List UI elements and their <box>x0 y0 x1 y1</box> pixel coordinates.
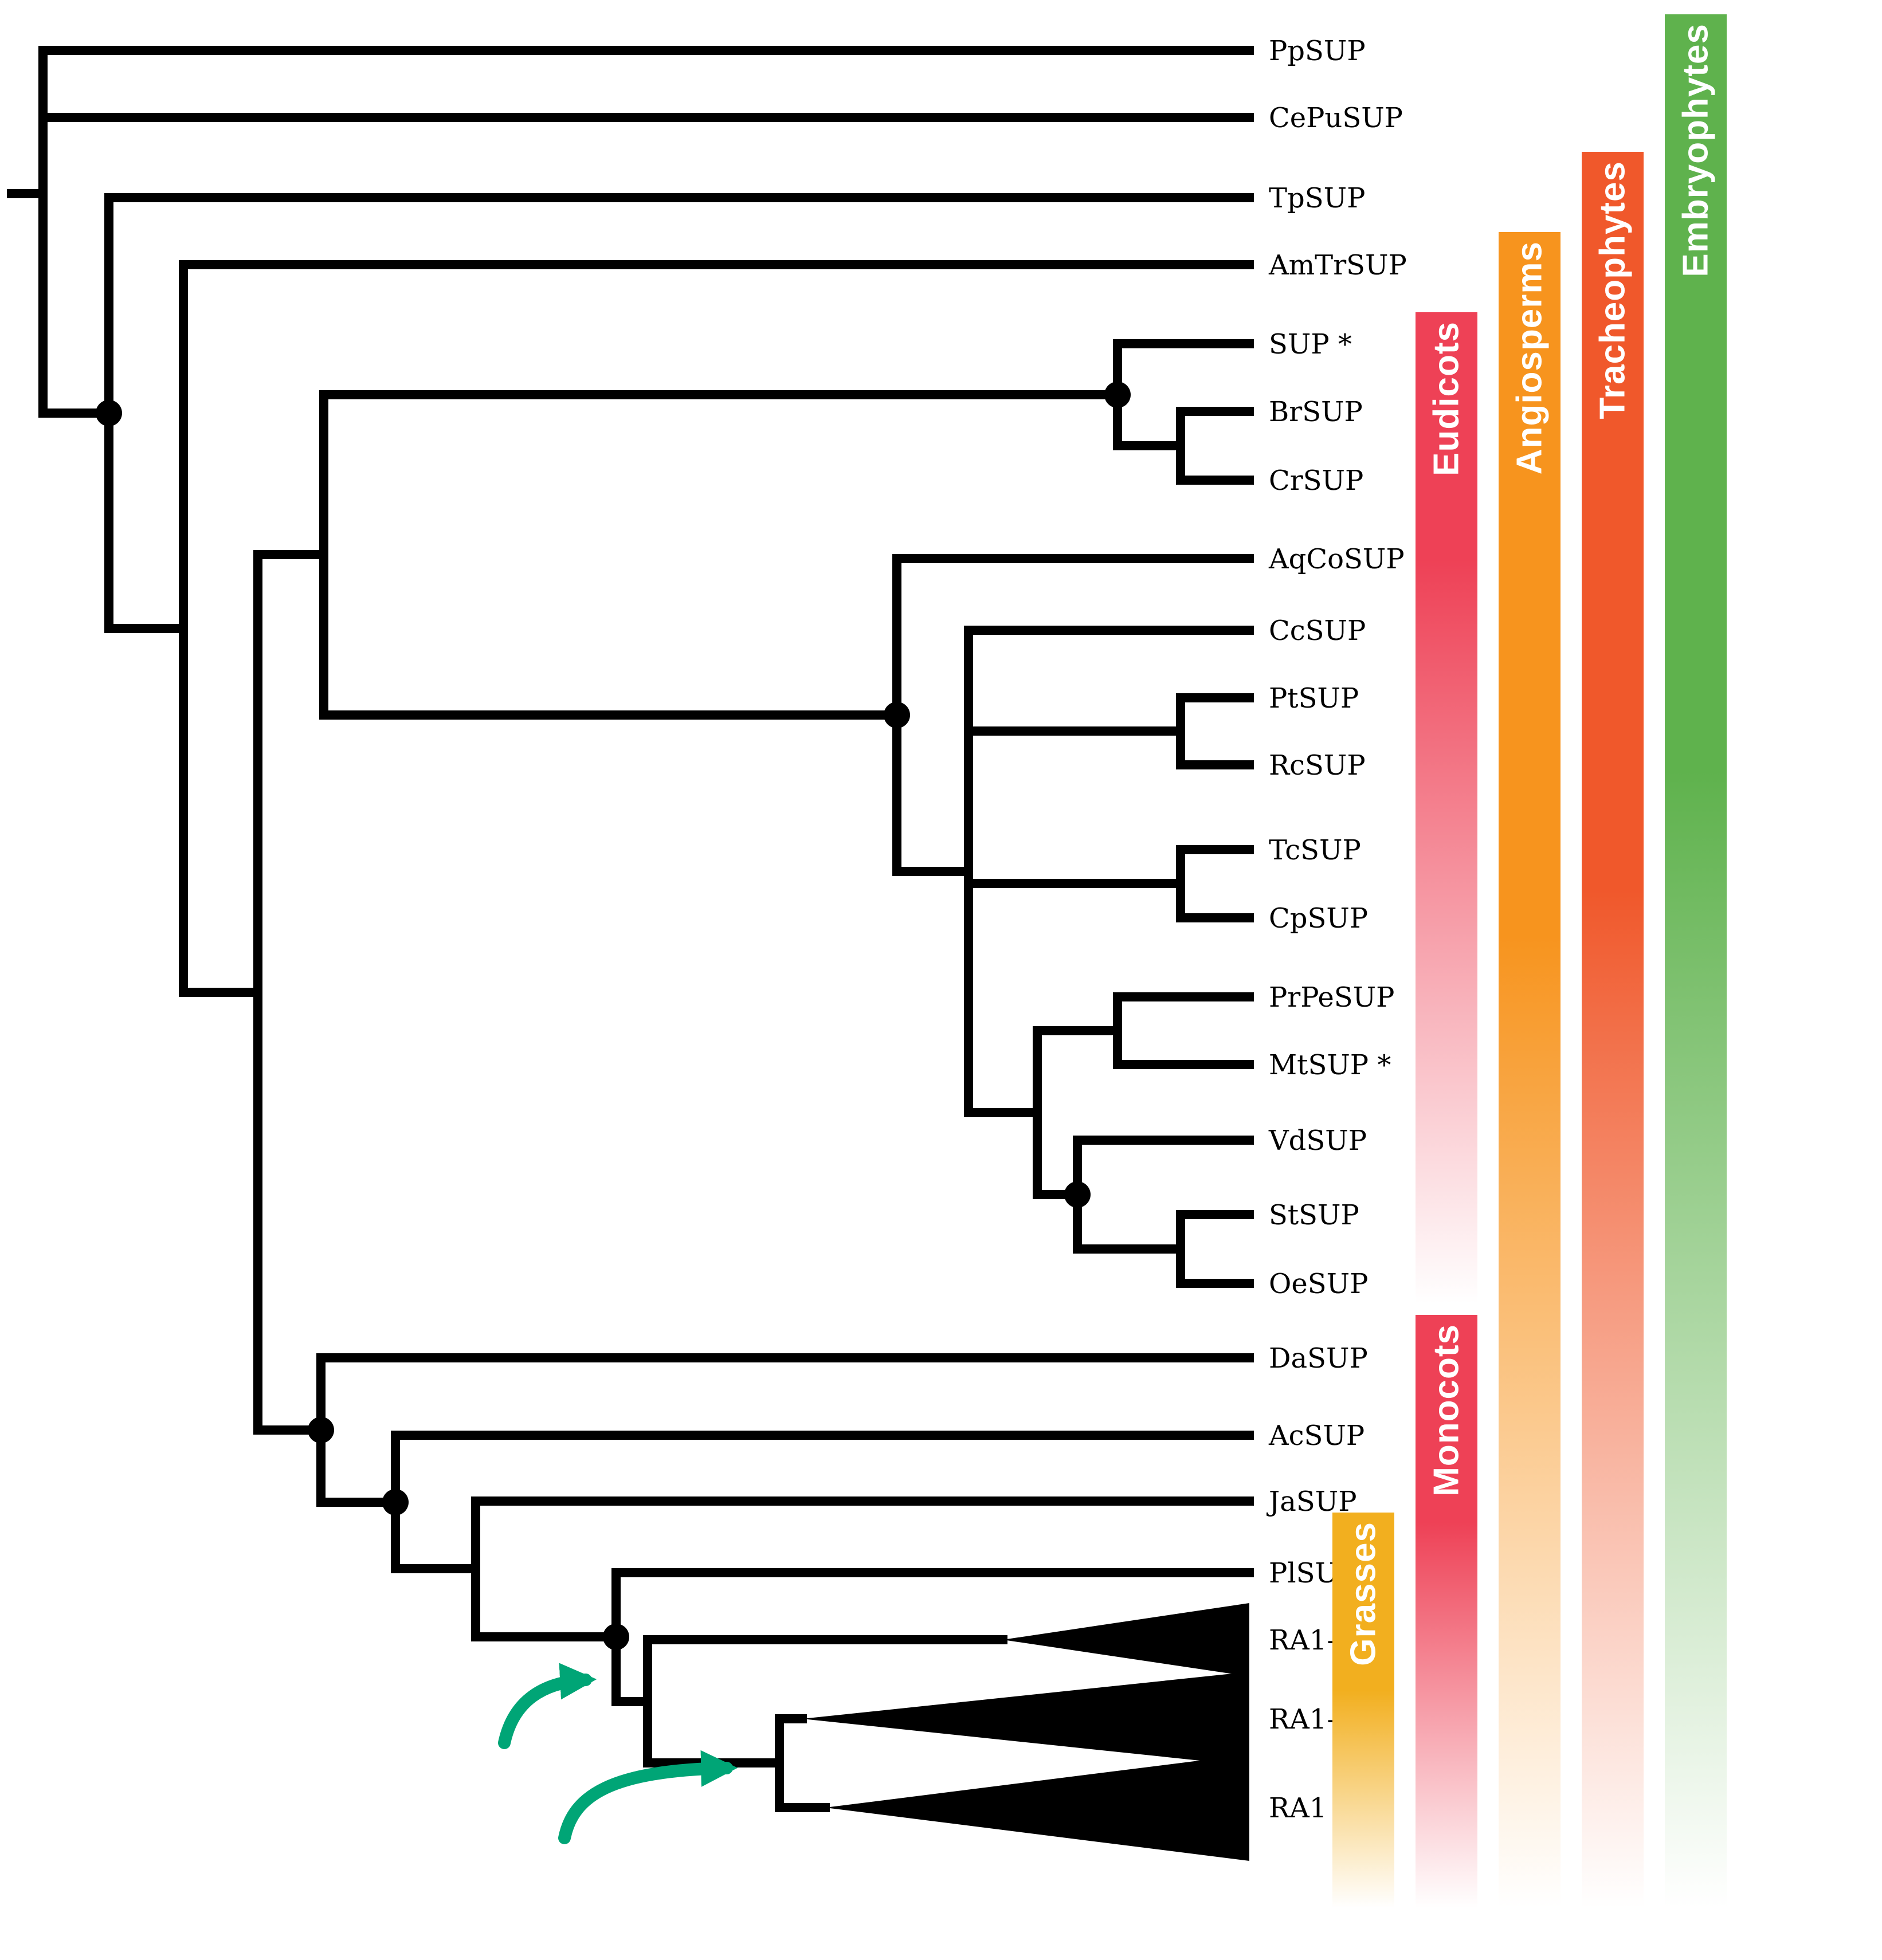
taxon-label: CcSUP <box>1269 615 1366 647</box>
taxon-label: CrSUP <box>1269 465 1363 497</box>
support-dot <box>382 1489 409 1515</box>
taxon-label: RA1-A <box>1269 1624 1357 1656</box>
support-dot <box>884 702 910 728</box>
taxon-label: AqCoSUP <box>1268 543 1405 575</box>
taxon-label: PpSUP <box>1269 35 1366 67</box>
duplication-arrow-upper-icon <box>498 1663 597 1749</box>
taxon-label: PlSUP <box>1269 1557 1356 1589</box>
collapsed-clade-triangle-ra1-b <box>802 1672 1249 1766</box>
taxon-label: RA1-B <box>1269 1703 1356 1735</box>
taxon-label: OeSUP <box>1269 1268 1368 1300</box>
taxon-label: DaSUP <box>1269 1342 1368 1374</box>
taxon-label: JaSUP <box>1266 1486 1357 1518</box>
support-dot <box>603 1624 629 1650</box>
taxon-label: TcSUP <box>1269 834 1361 866</box>
support-dot <box>1104 382 1131 408</box>
taxon-label: TpSUP <box>1269 182 1365 214</box>
collapsed-clade-triangle-ra1 <box>825 1754 1249 1861</box>
taxon-label: AmTrSUP <box>1268 249 1407 281</box>
taxon-label: StSUP <box>1269 1199 1359 1231</box>
taxon-label: CpSUP <box>1269 902 1368 934</box>
taxon-label: CePuSUP <box>1269 102 1403 134</box>
taxon-label: RA1 <box>1269 1792 1327 1824</box>
taxon-label: MtSUP * <box>1269 1049 1391 1081</box>
support-dot <box>308 1417 334 1443</box>
support-dot <box>1064 1181 1091 1208</box>
taxon-label: BrSUP <box>1269 396 1363 428</box>
taxon-label: AcSUP <box>1268 1420 1365 1452</box>
taxon-label: PrPeSUP <box>1269 981 1394 1014</box>
duplication-arrow-lower-icon <box>558 1750 738 1844</box>
support-dot <box>96 400 122 426</box>
taxon-label: RcSUP <box>1269 749 1366 781</box>
taxon-label: PtSUP <box>1269 682 1359 714</box>
taxon-label: VdSUP <box>1268 1125 1367 1157</box>
collapsed-clade-triangle-ra1-a <box>1003 1603 1249 1676</box>
taxon-label: SUP * <box>1269 328 1352 360</box>
